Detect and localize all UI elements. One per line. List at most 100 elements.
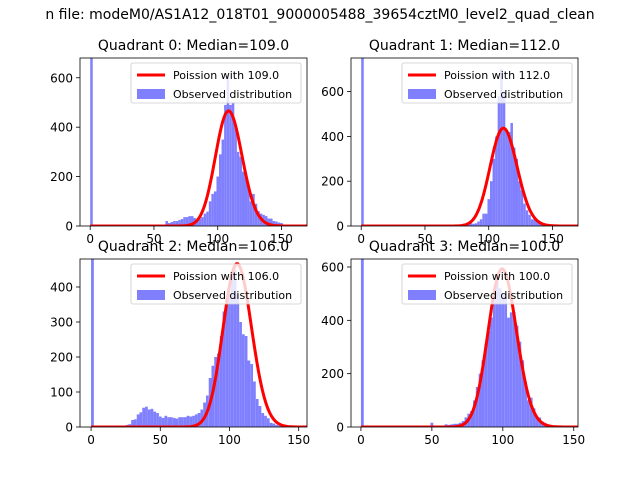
- axes-frame: [350, 57, 579, 227]
- legend-observed-swatch: [408, 89, 436, 99]
- y-tick-label: 300: [50, 316, 73, 330]
- histogram-bar: [487, 331, 491, 427]
- histogram-bar: [214, 357, 218, 427]
- histogram-bar: [233, 269, 237, 427]
- histogram-bar: [270, 218, 273, 226]
- histogram-bar: [180, 219, 184, 226]
- histogram-bar: [231, 102, 235, 226]
- histogram-bar: [201, 217, 204, 226]
- histogram-bar: [475, 387, 479, 427]
- histogram-bar: [272, 423, 276, 427]
- histogram-bar: [497, 96, 501, 226]
- histogram-bar: [258, 406, 262, 427]
- x-tick-label: 50: [146, 232, 161, 246]
- histogram-bar: [264, 415, 267, 427]
- histogram-bar: [501, 293, 505, 427]
- histogram-bar: [189, 416, 193, 427]
- histogram-bar: [150, 408, 154, 427]
- legend-observed-label: Observed distribution: [173, 88, 292, 101]
- y-tick-label: 0: [336, 421, 344, 435]
- histogram-bar: [430, 422, 434, 427]
- y-tick-label: 0: [65, 421, 73, 435]
- x-tick-label: 0: [86, 232, 94, 246]
- histogram-bar: [498, 288, 502, 427]
- histogram-bar: [361, 58, 364, 226]
- y-tick-label: 400: [50, 281, 73, 295]
- histogram-bar: [165, 221, 168, 226]
- histogram-bar: [267, 218, 271, 226]
- histogram-bar: [264, 216, 268, 226]
- histogram-bar: [224, 104, 227, 226]
- histogram-bar: [239, 156, 242, 226]
- legend-box: [401, 263, 573, 305]
- histogram-bar: [194, 414, 198, 427]
- histogram-bar: [181, 417, 184, 427]
- y-tick-label: 0: [336, 220, 344, 234]
- histogram-bar: [250, 364, 254, 427]
- histogram-bar: [145, 406, 148, 427]
- histogram-bar: [495, 136, 498, 226]
- plot-area: [90, 58, 307, 226]
- histogram-bar: [249, 201, 253, 226]
- x-tick-label: 50: [424, 433, 439, 447]
- histogram-bar: [244, 176, 248, 226]
- legend-observed-swatch: [137, 89, 165, 99]
- x-tick-label: 150: [287, 433, 310, 447]
- histogram-bar: [131, 420, 134, 427]
- histogram-bar: [183, 217, 186, 226]
- histogram-bar: [219, 336, 223, 427]
- histogram-bar: [524, 381, 527, 427]
- histogram-bar: [474, 223, 478, 226]
- histogram-bar: [208, 201, 212, 226]
- quadrant-1-panel: Quadrant 1: Median=112.0 0 50 100 150 0 200 400…: [321, 38, 579, 246]
- histogram-bar: [530, 219, 534, 226]
- histogram-bar: [185, 217, 189, 226]
- legend-observed-swatch: [408, 290, 436, 300]
- histogram-bar: [178, 417, 182, 427]
- y-tick-label: 600: [321, 85, 344, 99]
- histogram-bar: [261, 413, 265, 427]
- x-tick-label: 0: [357, 232, 365, 246]
- legend-box: [401, 62, 573, 104]
- histogram-bar: [512, 312, 516, 427]
- histogram-bar: [535, 416, 539, 427]
- y-tick-label: 200: [321, 367, 344, 381]
- histogram-bar: [266, 418, 270, 427]
- histogram-bar: [222, 311, 226, 427]
- histogram-bar: [90, 58, 93, 226]
- quadrant-2-panel: Quadrant 2: Median=106.0 0 50 100 150 0 100 200…: [50, 239, 310, 447]
- legend-observed-label: Observed distribution: [173, 289, 292, 302]
- y-tick-label: 600: [50, 71, 73, 85]
- histogram-bar: [217, 353, 220, 427]
- x-tick-label: 100: [491, 433, 514, 447]
- histogram-bar: [487, 199, 491, 226]
- histogram-bar: [156, 413, 159, 427]
- x-tick-label: 0: [357, 433, 365, 447]
- histogram-bar: [142, 407, 146, 427]
- histogram-bar: [272, 221, 276, 226]
- y-tick-label: 400: [321, 130, 344, 144]
- legend-box: [130, 263, 302, 305]
- histogram-bar: [257, 211, 260, 226]
- x-tick-label: 150: [270, 232, 293, 246]
- histogram-bar: [236, 151, 240, 226]
- panel-title: Quadrant 3: Median=100.0: [369, 239, 560, 255]
- histogram-bar: [188, 216, 191, 226]
- histogram-bar: [504, 293, 508, 427]
- histogram-bar: [200, 409, 204, 427]
- x-tick-label: 100: [218, 433, 241, 447]
- histogram-bar: [147, 409, 151, 427]
- histogram-bar: [175, 418, 179, 427]
- histogram-bar: [484, 344, 488, 427]
- histogram-bar: [139, 412, 143, 427]
- y-tick-label: 400: [321, 314, 344, 328]
- histogram-bar: [512, 147, 516, 226]
- histogram-bar: [175, 221, 179, 226]
- histogram-bar: [247, 184, 250, 226]
- histogram-bar: [538, 222, 542, 226]
- histogram-bar: [229, 104, 232, 226]
- histogram-bar: [167, 417, 170, 427]
- legend-poisson-label: Poission with 106.0: [173, 270, 279, 283]
- histogram-bar: [518, 181, 521, 226]
- histogram-bar: [219, 154, 222, 226]
